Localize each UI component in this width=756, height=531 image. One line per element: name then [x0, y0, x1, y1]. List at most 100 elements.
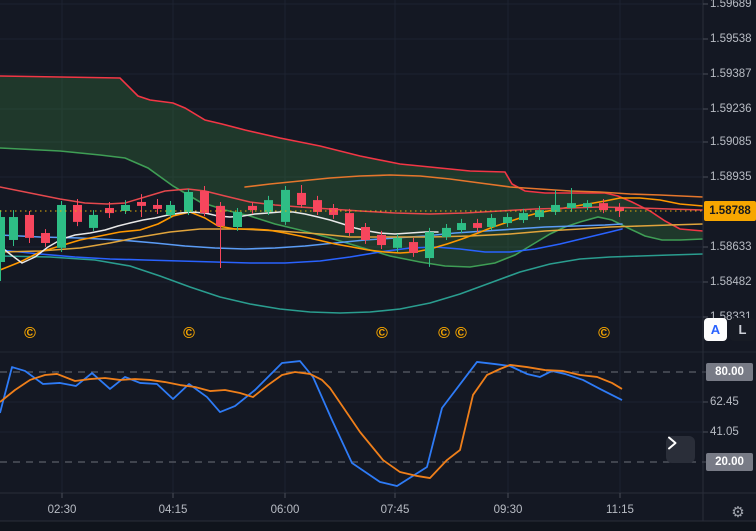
candle	[583, 200, 592, 211]
candle	[0, 210, 5, 281]
candle-body	[425, 232, 434, 259]
candle	[473, 218, 482, 233]
time-axis-label: 04:15	[158, 504, 188, 516]
kijun-line	[0, 223, 703, 253]
candle-body	[73, 204, 82, 222]
current-price-badge: 1.58788	[704, 201, 756, 221]
candle-body	[9, 217, 18, 240]
indicator-copyright-icon[interactable]: ©	[376, 325, 388, 342]
teal-ma-line	[0, 253, 703, 314]
candle-body	[41, 233, 50, 243]
candle	[567, 188, 576, 212]
candle-body	[393, 237, 402, 248]
candle-body	[487, 217, 496, 227]
price-axis-label: 1.59689	[710, 0, 752, 10]
log-scale-button[interactable]: L	[730, 318, 755, 341]
price-axis-label: 1.59387	[710, 68, 752, 80]
candle	[248, 201, 257, 215]
candle-body	[551, 204, 560, 212]
candle-body	[615, 207, 624, 211]
cloud-top-line	[0, 75, 703, 232]
candle	[41, 229, 50, 247]
candle	[345, 208, 354, 237]
candle-body	[297, 192, 306, 205]
price-axis-label: 1.59538	[710, 33, 752, 45]
candle	[25, 211, 34, 243]
candle-body	[200, 191, 209, 214]
bottom-bar	[0, 521, 756, 531]
candle	[264, 195, 273, 215]
main-chart-pane[interactable]	[0, 75, 703, 314]
stoch-k-line	[0, 360, 623, 487]
candle	[121, 200, 130, 215]
candle-body	[361, 226, 370, 240]
candle-body	[503, 217, 512, 224]
candle	[105, 201, 114, 218]
candle-body	[153, 204, 162, 209]
candle	[166, 201, 175, 218]
price-axis-label: 1.58935	[710, 171, 752, 183]
indicator-copyright-icon[interactable]: ©	[438, 325, 450, 342]
candle	[409, 237, 418, 257]
candle	[73, 198, 82, 227]
oscillator-axis-label: 41.05	[710, 426, 739, 438]
chevron-right-icon	[668, 436, 677, 450]
candle	[425, 227, 434, 267]
time-axis-label: 09:30	[493, 504, 523, 516]
candle-body	[329, 207, 338, 215]
candle	[599, 198, 608, 214]
scroll-right-button[interactable]	[666, 436, 695, 463]
oscillator-axis-label: 80.00	[706, 363, 753, 381]
candle-body	[583, 203, 592, 208]
candle-body	[184, 191, 193, 212]
candle	[519, 208, 528, 224]
candle	[329, 204, 338, 219]
oscillator-pane[interactable]	[0, 360, 703, 487]
candle	[457, 218, 466, 234]
candle	[313, 195, 322, 215]
candle-body	[264, 200, 273, 212]
candle-body	[137, 201, 146, 206]
candle	[233, 207, 242, 231]
indicator-copyright-icon[interactable]: ©	[455, 325, 467, 342]
cloud-bottom-line	[0, 147, 703, 268]
candle-body	[121, 204, 130, 211]
indicator-copyright-icon[interactable]: ©	[598, 325, 610, 342]
stoch-d-line	[0, 364, 623, 479]
candle-body	[233, 211, 242, 227]
candle	[442, 223, 451, 240]
candle-body	[473, 223, 482, 228]
blue-fast-line	[0, 223, 623, 250]
candle-body	[535, 210, 544, 218]
candle	[153, 198, 162, 215]
candle-body	[0, 217, 5, 262]
candle-body	[89, 214, 98, 228]
candle	[89, 210, 98, 231]
time-axis-label: 02:30	[47, 504, 77, 516]
candle	[487, 214, 496, 231]
candle-body	[457, 223, 466, 231]
candle-body	[519, 213, 528, 221]
auto-scale-button[interactable]: A	[704, 318, 727, 341]
candle-body	[377, 234, 386, 246]
candle-body	[442, 227, 451, 237]
price-axis-label: 1.59236	[710, 103, 752, 115]
candle	[281, 185, 290, 225]
settings-gear-icon[interactable]: ⚙	[731, 504, 745, 521]
senkou-orange-line	[244, 174, 703, 198]
candle-body	[599, 203, 608, 211]
price-axis-label: 1.58633	[710, 241, 752, 253]
candle-body	[105, 207, 114, 214]
candle	[184, 188, 193, 215]
oscillator-axis-label: 62.45	[710, 396, 739, 408]
indicator-copyright-icon[interactable]: ©	[24, 325, 36, 342]
candle	[297, 185, 306, 208]
candle-body	[281, 189, 290, 222]
candle	[503, 213, 512, 227]
candle	[216, 201, 225, 269]
candle	[393, 233, 402, 253]
candle	[200, 185, 209, 217]
indicator-copyright-icon[interactable]: ©	[183, 325, 195, 342]
candle-body	[313, 200, 322, 212]
